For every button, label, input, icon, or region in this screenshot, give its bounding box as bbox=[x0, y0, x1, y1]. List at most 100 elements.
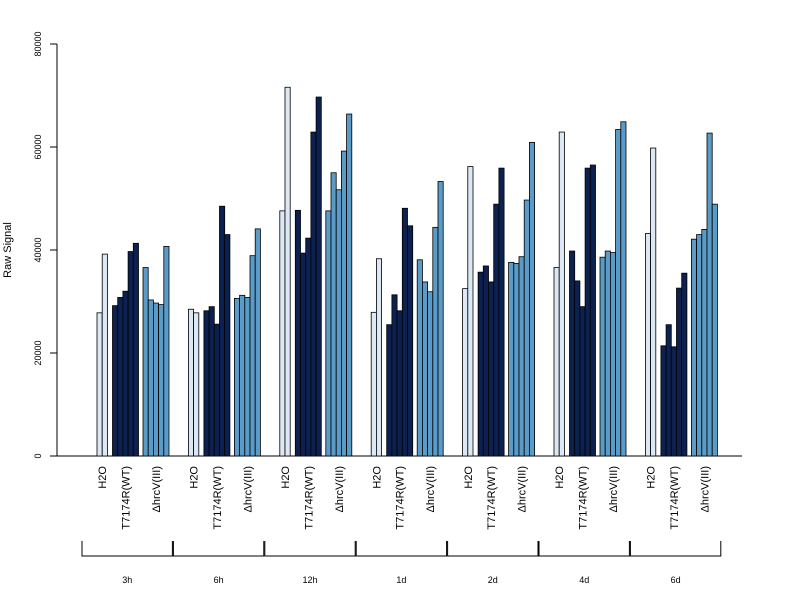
bar bbox=[488, 281, 495, 457]
bar bbox=[112, 305, 119, 457]
bars bbox=[96, 86, 718, 457]
bar bbox=[122, 290, 129, 457]
group-label: 3h bbox=[122, 575, 132, 585]
condition-label: T7174R(WT) bbox=[121, 466, 133, 530]
bar bbox=[706, 132, 713, 457]
bar bbox=[553, 267, 560, 457]
bar bbox=[396, 310, 403, 457]
bar bbox=[101, 253, 108, 457]
condition-label: ΔhrcV(III) bbox=[425, 466, 437, 512]
bar bbox=[558, 131, 565, 457]
condition-label: ΔhrcV(III) bbox=[334, 466, 346, 512]
bar bbox=[340, 150, 347, 457]
bar bbox=[391, 294, 398, 457]
y-tick-label: 0 bbox=[33, 453, 43, 458]
bar bbox=[416, 259, 423, 457]
bar bbox=[604, 250, 611, 457]
bar bbox=[370, 311, 377, 457]
bar bbox=[224, 234, 231, 457]
bar bbox=[147, 299, 154, 457]
group-label: 12h bbox=[302, 575, 317, 585]
group-bracket bbox=[264, 541, 356, 557]
y-tick-label: 80000 bbox=[33, 31, 43, 56]
bar bbox=[305, 237, 312, 457]
bar bbox=[676, 287, 683, 457]
bar bbox=[386, 324, 393, 457]
bar bbox=[589, 164, 596, 457]
bar bbox=[493, 203, 500, 457]
bar bbox=[584, 167, 591, 457]
y-tick-label: 60000 bbox=[33, 134, 43, 159]
bar bbox=[711, 203, 718, 457]
condition-label: ΔhrcV(III) bbox=[608, 466, 620, 512]
group-bracket bbox=[81, 541, 173, 557]
bar bbox=[432, 226, 439, 457]
group-label: 4d bbox=[579, 575, 589, 585]
bar bbox=[96, 312, 103, 457]
condition-label: H2O bbox=[554, 466, 566, 489]
group-label: 6h bbox=[214, 575, 224, 585]
bar bbox=[462, 288, 469, 457]
condition-label: ΔhrcV(III) bbox=[517, 466, 529, 512]
condition-label: T7174R(WT) bbox=[303, 466, 315, 530]
bar bbox=[279, 210, 286, 457]
condition-label: T7174R(WT) bbox=[578, 466, 590, 530]
group-bracket bbox=[355, 541, 448, 557]
bar bbox=[691, 238, 698, 457]
bar bbox=[294, 209, 301, 457]
group-label: 6d bbox=[671, 575, 681, 585]
bar bbox=[523, 199, 530, 457]
bar bbox=[574, 280, 581, 457]
bar bbox=[513, 262, 520, 457]
group-bracket bbox=[538, 541, 630, 557]
bar bbox=[569, 250, 576, 457]
bar bbox=[498, 167, 505, 457]
condition-label: H2O bbox=[646, 466, 658, 489]
condition-label: H2O bbox=[463, 466, 475, 489]
bar bbox=[187, 308, 194, 457]
bar bbox=[249, 255, 256, 457]
bar bbox=[330, 172, 337, 457]
condition-label: T7174R(WT) bbox=[669, 466, 681, 530]
y-axis-label: Raw Signal bbox=[2, 222, 14, 278]
bar bbox=[310, 131, 317, 457]
condition-labels: H2O T7174R(WT) ΔhrcV(III) H2O T7174R(WT) Δhrc… bbox=[97, 466, 711, 530]
bar bbox=[518, 256, 525, 457]
bar bbox=[477, 271, 484, 457]
condition-label: H2O bbox=[97, 466, 109, 489]
condition-label: H2O bbox=[189, 466, 201, 489]
bar bbox=[239, 294, 246, 457]
bar bbox=[681, 272, 688, 457]
condition-label: H2O bbox=[371, 466, 383, 489]
bar bbox=[244, 296, 251, 457]
bar bbox=[401, 207, 408, 457]
bar bbox=[620, 121, 627, 457]
bar bbox=[142, 267, 149, 457]
bar bbox=[315, 96, 322, 457]
bar bbox=[375, 258, 382, 457]
bar bbox=[127, 251, 134, 457]
bar bbox=[233, 298, 240, 457]
condition-label: ΔhrcV(III) bbox=[151, 466, 163, 512]
bar bbox=[427, 291, 434, 457]
bar bbox=[152, 302, 159, 457]
bar bbox=[346, 113, 353, 457]
bar bbox=[696, 234, 703, 457]
group-bracket bbox=[447, 541, 539, 557]
bar bbox=[650, 147, 657, 457]
y-tick-label: 20000 bbox=[33, 340, 43, 365]
bar bbox=[407, 225, 414, 457]
bar bbox=[599, 256, 606, 457]
bar bbox=[325, 210, 332, 457]
bar bbox=[254, 228, 261, 457]
condition-label: H2O bbox=[280, 466, 292, 489]
y-tick-label: 40000 bbox=[33, 237, 43, 262]
condition-label: ΔhrcV(III) bbox=[699, 466, 711, 512]
bar bbox=[482, 265, 489, 457]
bar bbox=[508, 261, 515, 457]
bar bbox=[284, 86, 291, 457]
condition-label: T7174R(WT) bbox=[486, 466, 498, 530]
bar bbox=[219, 205, 226, 457]
bar bbox=[579, 306, 586, 457]
bar bbox=[437, 181, 444, 457]
